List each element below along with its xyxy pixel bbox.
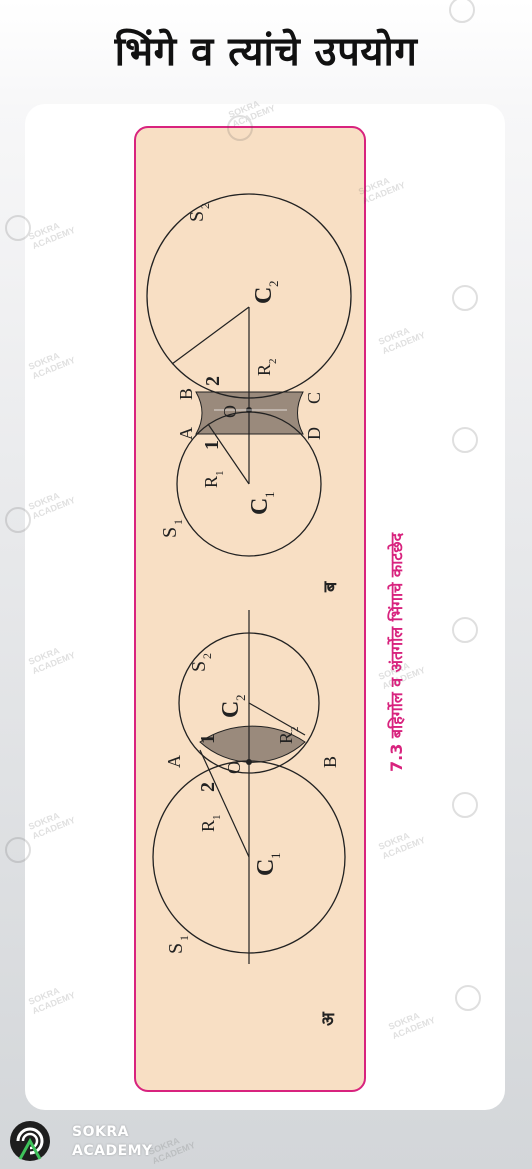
figure-panel: [134, 126, 366, 1092]
panel-a: S 2 C 2 1 R 2 A O B 2: [152, 610, 346, 1026]
watermark-logo-icon: [452, 285, 478, 311]
label-c2-sub: 2: [233, 695, 248, 702]
watermark-logo-icon: [452, 427, 478, 453]
label-a: A: [176, 427, 196, 440]
label-two: 2: [202, 376, 224, 386]
label-r2: R: [254, 364, 274, 376]
label-r1: R: [201, 476, 221, 488]
label-s1-sub: 1: [171, 519, 185, 525]
convex-lens-shape: [199, 725, 306, 763]
label-r1-sub: 1: [214, 471, 226, 477]
watermark-logo-icon: [5, 507, 31, 533]
label-o: O: [220, 405, 240, 418]
label-s2-sub: 2: [200, 653, 214, 659]
label-one: 1: [197, 734, 219, 744]
figure-caption: 7.3 बहिर्गोल व अंतर्गोल भिंगाचे काटछेद: [387, 532, 406, 772]
label-r2-sub: 2: [267, 359, 279, 365]
page-title: भिंगे व त्यांचे उपयोग: [114, 29, 418, 75]
watermark-logo-icon: [449, 0, 475, 23]
label-r2-sub: 2: [289, 727, 301, 733]
radius-r1: [199, 749, 250, 858]
brand-footer: SOKRA ACADEMY: [8, 1117, 208, 1165]
label-c: C: [304, 392, 324, 404]
center-point: [246, 759, 252, 765]
panel-a-tag: अ: [318, 1011, 339, 1026]
watermark-logo-icon: [227, 115, 253, 141]
label-one: 1: [201, 440, 223, 450]
label-c1-sub: 1: [268, 853, 283, 860]
label-s2: S: [186, 211, 208, 222]
radius-r1: [207, 423, 250, 485]
label-o: O: [224, 761, 244, 774]
radius-line: [171, 306, 250, 365]
watermark-logo-icon: [5, 215, 31, 241]
radius-r2: [248, 702, 306, 736]
label-r1: R: [198, 820, 218, 832]
label-c2: C: [251, 287, 277, 304]
label-s1-sub: 1: [177, 935, 191, 941]
watermark-logo-icon: [455, 985, 481, 1011]
brand-name: SOKRA ACADEMY: [72, 1123, 153, 1161]
brand-line-2: ACADEMY: [72, 1143, 153, 1159]
label-b: B: [176, 388, 196, 400]
panel-b-tag: ब: [320, 581, 341, 593]
watermark-logo-icon: [452, 617, 478, 643]
label-s2: S: [188, 661, 210, 672]
label-r1-sub: 1: [211, 815, 223, 821]
label-c2: C: [218, 701, 244, 718]
label-b: B: [320, 756, 340, 768]
label-d: D: [304, 427, 324, 440]
label-r2: R: [276, 732, 296, 744]
watermark-logo-icon: [5, 837, 31, 863]
label-two: 2: [197, 782, 219, 792]
label-c1-sub: 1: [262, 492, 277, 499]
watermark-logo-icon: [452, 792, 478, 818]
label-a: A: [164, 755, 184, 768]
label-c1: C: [247, 498, 273, 515]
sokra-logo-icon: [10, 1121, 50, 1161]
panel-b: S 2 C 2 R 2 B 2 O A 1: [146, 193, 352, 593]
circle-s2: [178, 632, 320, 774]
label-c2-sub: 2: [266, 281, 281, 288]
label-s2-sub: 2: [198, 203, 212, 209]
label-c1: C: [253, 859, 279, 876]
label-s1: S: [159, 527, 181, 538]
label-s1: S: [165, 943, 187, 954]
brand-line-1: SOKRA: [72, 1124, 129, 1140]
